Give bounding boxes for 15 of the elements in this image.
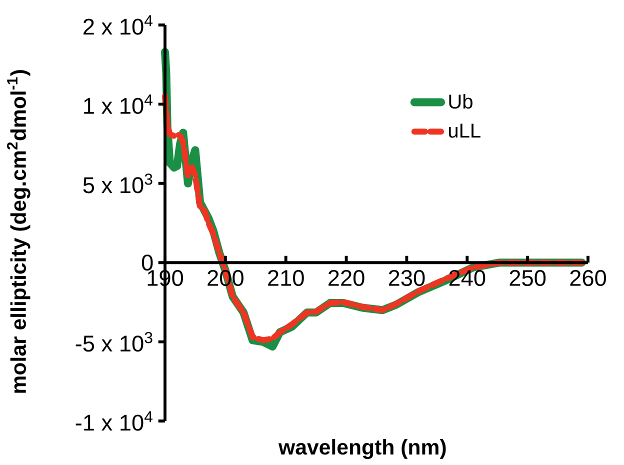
x-tick-label: 260 — [570, 270, 606, 286]
x-axis-title: wavelength (nm) — [278, 439, 446, 459]
legend-label: Ub — [449, 94, 472, 109]
y-tick-label: -1 x 10$^{4}$ — [76, 411, 152, 431]
x-tick-label: 250 — [510, 270, 546, 286]
y-tick-label: 2 x 10$^{4}$ — [84, 15, 152, 35]
y-tick-label: 0 — [142, 254, 153, 271]
x-tick-label: 210 — [268, 270, 304, 286]
y-tick-label: 5 x 10$^{3}$ — [83, 174, 152, 194]
legend-label: uLL — [449, 124, 480, 138]
y-axis-title: molar ellipticity (deg.cm$^{2}$dmol$^{-1}$) — [7, 70, 30, 393]
y-tick-label: 1 x 10$^{4}$ — [84, 94, 152, 114]
x-tick-label: 230 — [388, 270, 425, 286]
y-tick-label: -5 x 10$^{3}$ — [76, 332, 152, 352]
x-tick-label: 220 — [328, 270, 364, 286]
